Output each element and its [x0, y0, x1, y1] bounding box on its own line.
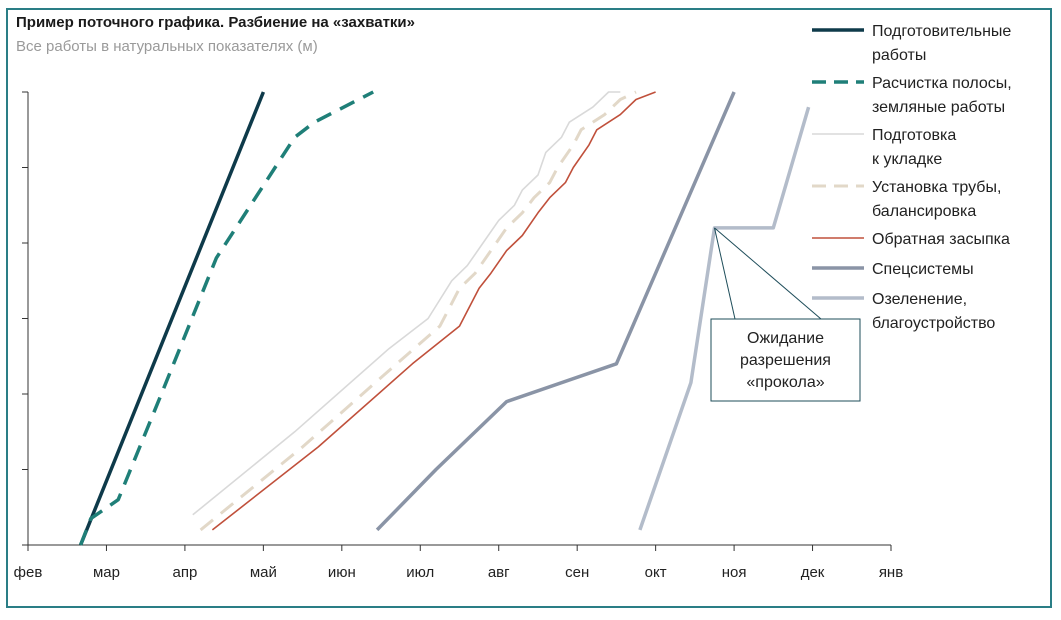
- legend-label: Озеленение,: [872, 291, 967, 308]
- x-tick-label: окт: [645, 564, 667, 581]
- callout-annotation: Ожидание разрешения «прокола»: [710, 227, 861, 402]
- legend-label: Обратная засыпка: [872, 231, 1010, 248]
- callout-text: Ожидание: [747, 330, 824, 347]
- chart-title: Пример поточного графика. Разбиение на «…: [16, 14, 415, 31]
- callout-text: разрешения: [740, 352, 831, 369]
- callout-text: «прокола»: [746, 374, 824, 391]
- legend-label: благоустройство: [872, 315, 995, 332]
- legend-label: Подготовка: [872, 127, 956, 144]
- series-line-5: [211, 91, 656, 531]
- series-line-6: [375, 91, 736, 532]
- chart-axes: фев мар апр май июн июл авг сен окт ноя дек янв: [14, 91, 903, 581]
- x-tick-label: апр: [173, 564, 198, 581]
- legend-label: Установка трубы,: [872, 179, 1001, 196]
- series-line-2: [78, 90, 374, 546]
- legend-label: к укладке: [872, 151, 942, 168]
- chart-frame: [6, 8, 1052, 608]
- chart-subtitle: Все работы в натуральных показателях (м): [16, 38, 318, 55]
- x-tick-label: мар: [93, 564, 120, 581]
- legend-label: Расчистка полосы,: [872, 75, 1012, 92]
- series-line-3: [192, 91, 621, 516]
- legend-label: земляные работы: [872, 99, 1005, 116]
- legend-label: балансировка: [872, 203, 976, 220]
- callout-leader: [713, 227, 736, 320]
- legend-label: работы: [872, 47, 926, 64]
- callout-box: [710, 318, 861, 402]
- x-tick-label: янв: [879, 564, 903, 581]
- x-tick-label: дек: [801, 564, 825, 581]
- x-tick-label: авг: [488, 564, 510, 581]
- x-tick-label: ноя: [722, 564, 747, 581]
- chart-legend: Подготовительные работы Расчистка полосы, з…: [812, 23, 1012, 332]
- callout-leader: [714, 227, 822, 320]
- x-tick-label: май: [250, 564, 277, 581]
- legend-label: Подготовительные: [872, 23, 1011, 40]
- x-tick-label: сен: [565, 564, 589, 581]
- series-line-4: [199, 90, 637, 532]
- chart-series: [78, 90, 811, 546]
- legend-label: Спецсистемы: [872, 261, 974, 278]
- x-tick-label: июн: [328, 564, 356, 581]
- series-line-1: [78, 91, 266, 546]
- x-tick-label: фев: [14, 564, 43, 581]
- x-tick-label: июл: [406, 564, 434, 581]
